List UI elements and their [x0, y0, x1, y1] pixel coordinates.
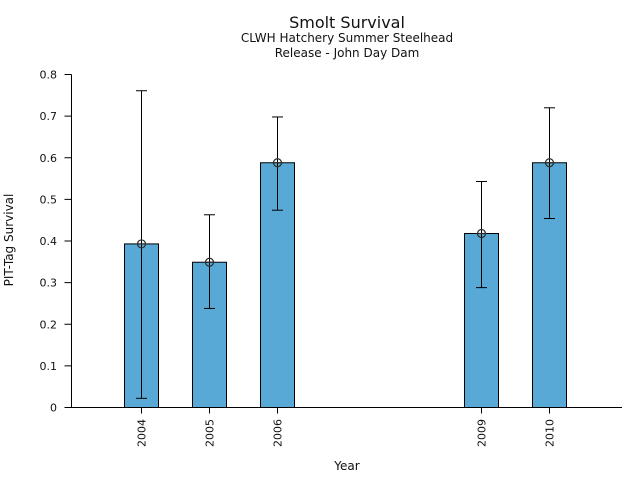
marker-circle-2010	[544, 158, 555, 168]
marker-circle-2005	[204, 257, 215, 267]
chart-title: Smolt Survival	[289, 13, 405, 32]
y-tick-label: 0.8	[40, 69, 58, 82]
marker-circle-2006	[272, 158, 283, 168]
x-axis-label: Year	[334, 459, 360, 473]
x-tick-label-2006: 2006	[272, 419, 285, 447]
y-tick-label: 0	[50, 402, 57, 415]
chart-subtitle-release: Release - John Day Dam	[274, 46, 420, 60]
y-tick-label: 0.7	[40, 110, 58, 123]
y-tick-label: 0.3	[40, 277, 58, 290]
y-tick-label: 0.6	[40, 152, 58, 165]
x-tick-label-2009: 2009	[476, 419, 489, 447]
chart-subtitle-hatchery: CLWH Hatchery Summer Steelhead	[240, 31, 454, 45]
marker-circle-2004	[136, 239, 147, 249]
marker-circle-2009	[476, 228, 487, 239]
y-tick-label: 0.1	[40, 360, 58, 373]
y-axis-label: PIT-Tag Survival	[2, 193, 16, 287]
y-tick-label: 0.5	[40, 193, 58, 206]
x-tick-label-2005: 2005	[204, 419, 217, 447]
y-tick-label: 0.2	[40, 318, 58, 331]
x-tick-label-2010: 2010	[544, 419, 557, 447]
x-tick-label-2004: 2004	[136, 419, 149, 447]
y-tick-label: 0.4	[40, 235, 58, 248]
